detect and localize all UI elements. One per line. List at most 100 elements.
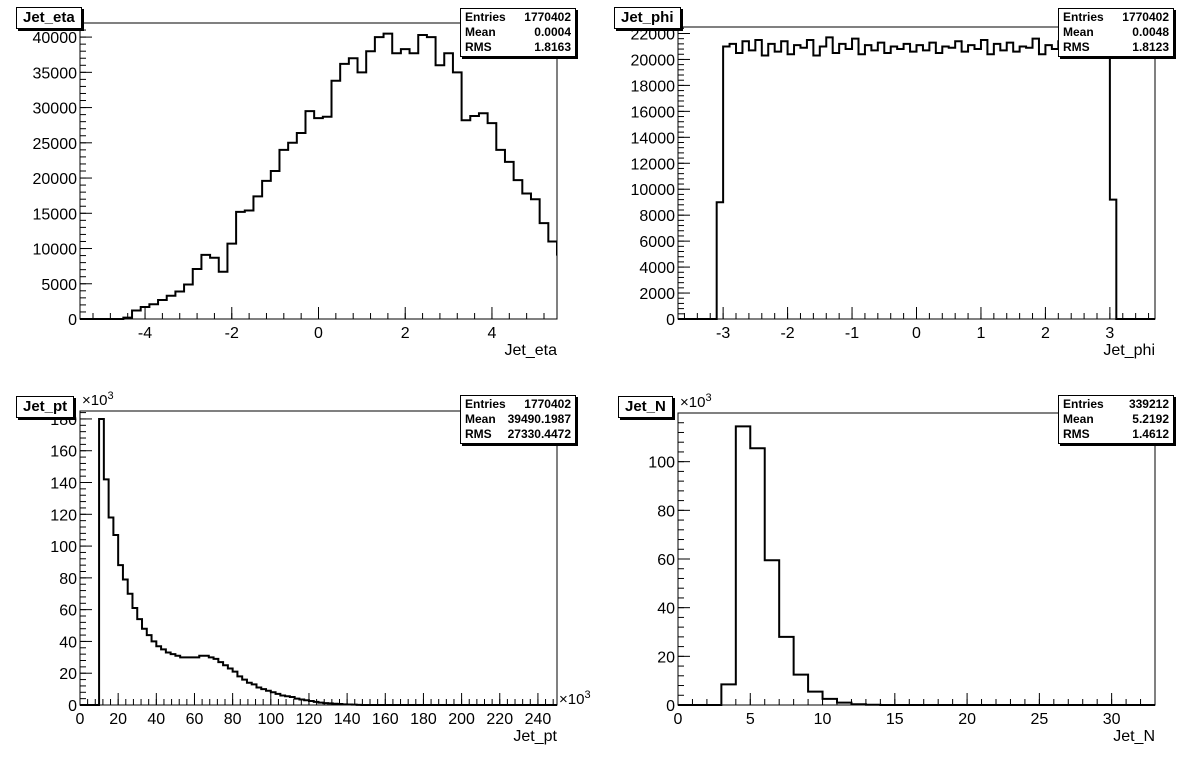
y-tick-label: 2000 (639, 286, 675, 303)
histogram-line (678, 36, 1155, 320)
x-tick-label: 5 (746, 711, 755, 728)
x-tick-label: -2 (225, 325, 239, 342)
y-tick-label: 100 (50, 539, 77, 556)
hist-title: Jet_phi (614, 7, 681, 29)
plot-frame (677, 26, 1156, 320)
x-tick-label: 20 (958, 711, 976, 728)
y-tick-label: 8000 (639, 208, 675, 225)
x-tick-label: 0 (912, 325, 921, 342)
x-tick-label: -2 (780, 325, 794, 342)
y-tick-label: 10000 (33, 242, 78, 259)
stats-mean-row: Mean 5.2192 (1063, 412, 1169, 427)
stats-entries-label: Entries (465, 397, 506, 411)
x-axis-title: Jet_eta (505, 342, 558, 359)
stats-entries-value: 1770402 (1122, 10, 1169, 24)
stats-rms-row: RMS 1.8123 (1063, 40, 1169, 55)
y-tick-label: 35000 (33, 65, 78, 82)
y-tick-label: 22000 (631, 26, 676, 43)
stats-box: Entries 1770402 Mean 0.0048 RMS 1.8123 (1058, 8, 1174, 57)
hist-title: Jet_pt (16, 396, 75, 418)
y-tick-label: 20000 (33, 171, 78, 188)
histogram-pad-jet-eta: 0 5000 10000 15000 20000 25000 30000 35000 40000… (0, 0, 598, 386)
y-tick-label: 20 (59, 666, 77, 683)
stats-entries-row: Entries 339212 (1063, 397, 1169, 412)
y-tick-label: 14000 (631, 130, 676, 147)
y-tick-label: 40 (657, 601, 675, 618)
stats-rms-label: RMS (1063, 427, 1090, 441)
stats-entries-value: 339212 (1128, 397, 1169, 411)
y-tick-label: 0 (666, 698, 675, 715)
stats-entries-row: Entries 1770402 (465, 10, 571, 25)
x-tick-label: 10 (814, 711, 832, 728)
stats-rms-label: RMS (465, 40, 492, 54)
x-tick-label: 120 (296, 711, 323, 728)
x-tick-label: 25 (1030, 711, 1048, 728)
stats-rms-value: 1.8123 (1132, 40, 1169, 54)
stats-mean-label: Mean (465, 412, 496, 426)
histogram-jet-phi: 0 2000 4000 6000 8000 10000 12000 14000 16000 180… (631, 26, 1156, 359)
x-tick-label: 2 (401, 325, 410, 342)
plot-frame (677, 412, 1156, 706)
y-tick-label: 25000 (33, 136, 78, 153)
plot-frame (79, 22, 558, 320)
stats-entries-row: Entries 1770402 (1063, 10, 1169, 25)
stats-rms-value: 1.8163 (534, 40, 571, 54)
stats-rms-label: RMS (1063, 40, 1090, 54)
y-tick-label: 0 (666, 312, 675, 329)
histogram-pad-jet-n: 020406080100120051015202530Jet_N×103 Jet… (598, 386, 1196, 772)
stats-box: Entries 339212 Mean 5.2192 RMS 1.4612 (1058, 395, 1174, 444)
y-tick-label: 140 (50, 476, 77, 493)
y-tick-label: 0 (68, 312, 77, 329)
stats-box: Entries 1770402 Mean 39490.1987 RMS 2733… (460, 395, 576, 444)
histogram-jet-n: 020406080100120051015202530Jet_N×103 (648, 392, 1156, 745)
histogram-line (80, 32, 557, 320)
x-axis-title: Jet_pt (513, 728, 557, 745)
y-exponent-label: ×103 (680, 392, 712, 411)
stats-entries-value: 1770402 (524, 10, 571, 24)
x-tick-label: 15 (886, 711, 904, 728)
y-tick-label: 10000 (631, 182, 676, 199)
x-tick-label: 40 (147, 711, 165, 728)
x-tick-label: 220 (486, 711, 513, 728)
histogram-pad-jet-pt: 0 20 40 60 80 100 120 140 160 180 0 20 40 60 80 100 120 1… (0, 386, 598, 772)
stats-entries-label: Entries (465, 10, 506, 24)
stats-mean-row: Mean 0.0004 (465, 25, 571, 40)
stats-mean-value: 5.2192 (1132, 412, 1169, 426)
stats-entries-value: 1770402 (524, 397, 571, 411)
x-tick-label: 0 (674, 711, 683, 728)
stats-mean-value: 0.0004 (534, 25, 571, 39)
hist-title: Jet_eta (16, 7, 82, 29)
x-tick-label: 60 (186, 711, 204, 728)
x-tick-label: 200 (448, 711, 475, 728)
stats-mean-row: Mean 39490.1987 (465, 412, 571, 427)
y-tick-label: 160 (50, 444, 77, 461)
y-tick-label: 100 (648, 455, 675, 472)
x-axis-title: Jet_N (1113, 728, 1155, 745)
x-tick-label: -3 (716, 325, 730, 342)
x-tick-label: -1 (845, 325, 859, 342)
x-tick-label: 4 (488, 325, 497, 342)
y-tick-label: 30000 (33, 101, 78, 118)
x-axis-title: Jet_phi (1103, 342, 1155, 359)
hist-title: Jet_N (618, 396, 673, 418)
y-tick-label: 4000 (639, 260, 675, 277)
stats-mean-value: 0.0048 (1132, 25, 1169, 39)
plot-frame (79, 410, 558, 706)
stats-entries-label: Entries (1063, 397, 1104, 411)
y-tick-label: 40000 (33, 30, 78, 47)
x-tick-label: -4 (138, 325, 152, 342)
y-tick-label: 16000 (631, 104, 676, 121)
y-tick-label: 80 (657, 503, 675, 520)
y-tick-label: 120 (50, 507, 77, 524)
stats-mean-label: Mean (465, 25, 496, 39)
y-exponent-label: ×103 (82, 390, 114, 409)
stats-rms-row: RMS 1.4612 (1063, 427, 1169, 442)
y-tick-label: 6000 (639, 234, 675, 251)
stats-mean-row: Mean 0.0048 (1063, 25, 1169, 40)
y-tick-label: 12000 (631, 156, 676, 173)
y-tick-label: 18000 (631, 78, 676, 95)
stats-entries-row: Entries 1770402 (465, 397, 571, 412)
stats-rms-value: 27330.4472 (507, 427, 571, 441)
stats-mean-value: 39490.1987 (507, 412, 571, 426)
x-tick-label: 0 (76, 711, 85, 728)
